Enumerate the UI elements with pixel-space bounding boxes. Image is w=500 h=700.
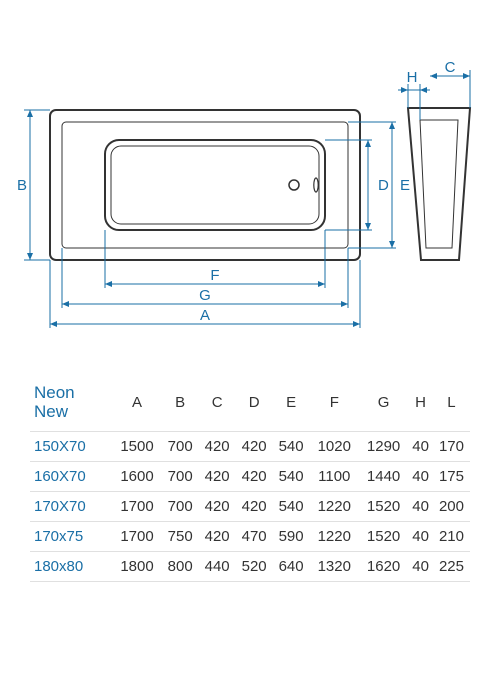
- value-cell: 40: [408, 432, 433, 462]
- svg-text:G: G: [199, 287, 211, 304]
- top-view: [50, 110, 360, 260]
- value-cell: 800: [162, 552, 199, 582]
- table-header-row: NeonNew A B C D E F G H L: [30, 380, 470, 432]
- table-title: NeonNew: [30, 380, 112, 432]
- value-cell: 520: [236, 552, 273, 582]
- value-cell: 1700: [112, 522, 161, 552]
- svg-text:E: E: [400, 177, 410, 194]
- value-cell: 1290: [359, 432, 408, 462]
- value-cell: 1320: [310, 552, 359, 582]
- value-cell: 440: [199, 552, 236, 582]
- value-cell: 1700: [112, 492, 161, 522]
- value-cell: 750: [162, 522, 199, 552]
- table-row: 160X7016007004204205401100144040175: [30, 462, 470, 492]
- value-cell: 175: [433, 462, 470, 492]
- value-cell: 420: [199, 522, 236, 552]
- value-cell: 1600: [112, 462, 161, 492]
- col-header: C: [199, 380, 236, 432]
- table-wrapper: NeonNew A B C D E F G H L 150X7015007004…: [0, 370, 500, 582]
- value-cell: 40: [408, 462, 433, 492]
- svg-text:B: B: [17, 177, 27, 194]
- value-cell: 1620: [359, 552, 408, 582]
- value-cell: 540: [273, 462, 310, 492]
- col-header: D: [236, 380, 273, 432]
- value-cell: 420: [199, 432, 236, 462]
- value-cell: 640: [273, 552, 310, 582]
- model-cell: 180x80: [30, 552, 112, 582]
- value-cell: 40: [408, 522, 433, 552]
- col-header: G: [359, 380, 408, 432]
- value-cell: 700: [162, 462, 199, 492]
- dimension-c: C: [430, 59, 470, 108]
- table-row: 170x7517007504204705901220152040210: [30, 522, 470, 552]
- value-cell: 420: [199, 462, 236, 492]
- value-cell: 1220: [310, 492, 359, 522]
- svg-text:A: A: [200, 307, 210, 324]
- model-cell: 150X70: [30, 432, 112, 462]
- side-view: [408, 108, 470, 260]
- col-header: B: [162, 380, 199, 432]
- model-cell: 170X70: [30, 492, 112, 522]
- value-cell: 1520: [359, 522, 408, 552]
- value-cell: 700: [162, 492, 199, 522]
- value-cell: 700: [162, 432, 199, 462]
- table-row: 180x8018008004405206401320162040225: [30, 552, 470, 582]
- dimensions-table: NeonNew A B C D E F G H L 150X7015007004…: [30, 380, 470, 582]
- svg-text:F: F: [210, 267, 219, 284]
- technical-drawing: B D E F G A: [0, 0, 500, 370]
- model-cell: 160X70: [30, 462, 112, 492]
- value-cell: 420: [236, 432, 273, 462]
- value-cell: 1800: [112, 552, 161, 582]
- value-cell: 200: [433, 492, 470, 522]
- dimension-h: H: [398, 69, 430, 120]
- value-cell: 420: [236, 492, 273, 522]
- dimension-b: B: [17, 110, 50, 260]
- value-cell: 40: [408, 552, 433, 582]
- value-cell: 210: [433, 522, 470, 552]
- value-cell: 1020: [310, 432, 359, 462]
- svg-text:C: C: [445, 59, 456, 76]
- value-cell: 590: [273, 522, 310, 552]
- table-row: 150X7015007004204205401020129040170: [30, 432, 470, 462]
- col-header: H: [408, 380, 433, 432]
- value-cell: 1220: [310, 522, 359, 552]
- value-cell: 1520: [359, 492, 408, 522]
- value-cell: 470: [236, 522, 273, 552]
- model-cell: 170x75: [30, 522, 112, 552]
- value-cell: 540: [273, 492, 310, 522]
- value-cell: 420: [236, 462, 273, 492]
- col-header: L: [433, 380, 470, 432]
- table-row: 170X7017007004204205401220152040200: [30, 492, 470, 522]
- value-cell: 225: [433, 552, 470, 582]
- col-header: E: [273, 380, 310, 432]
- value-cell: 420: [199, 492, 236, 522]
- svg-text:H: H: [407, 69, 418, 86]
- dimension-d: D: [325, 140, 389, 230]
- svg-text:D: D: [378, 177, 389, 194]
- col-header: F: [310, 380, 359, 432]
- value-cell: 1440: [359, 462, 408, 492]
- value-cell: 1100: [310, 462, 359, 492]
- value-cell: 170: [433, 432, 470, 462]
- value-cell: 1500: [112, 432, 161, 462]
- col-header: A: [112, 380, 161, 432]
- value-cell: 540: [273, 432, 310, 462]
- value-cell: 40: [408, 492, 433, 522]
